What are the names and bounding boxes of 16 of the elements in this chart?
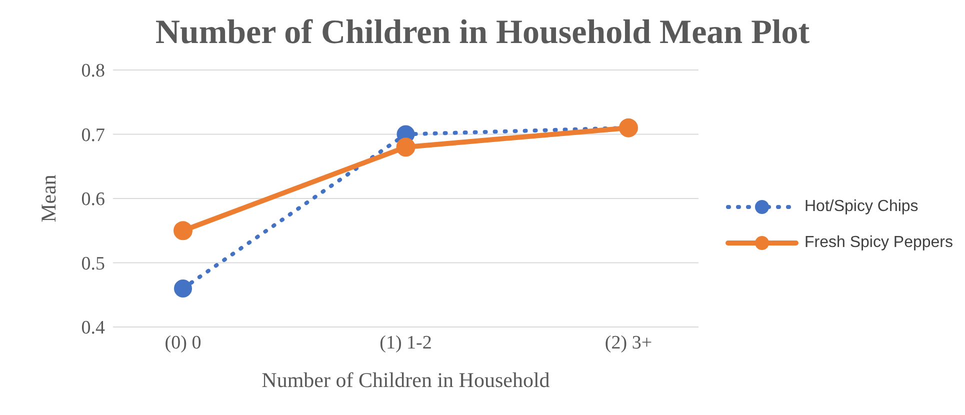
y-axis-title: Mean [36, 174, 60, 222]
x-tick-label: (0) 0 [164, 332, 202, 354]
y-tick-label: 0.5 [81, 253, 105, 274]
point [174, 221, 192, 240]
x-tick-label: (2) 3+ [604, 332, 652, 354]
y-tick-label: 0.8 [81, 60, 105, 82]
point [396, 138, 416, 157]
x-axis-title: Number of Children in Household [262, 368, 550, 392]
legend-label: Hot/Spicy Chips [804, 198, 918, 216]
point [174, 279, 192, 298]
x-tick-label: (1) 1-2 [380, 332, 432, 354]
legend-label: Fresh Spicy Peppers [804, 234, 953, 252]
chart-title: Number of Children in Household Mean Plot [154, 13, 811, 52]
y-tick-label: 0.7 [81, 124, 105, 146]
y-tick-label: 0.6 [81, 189, 105, 210]
y-tick-label: 0.4 [81, 318, 106, 339]
